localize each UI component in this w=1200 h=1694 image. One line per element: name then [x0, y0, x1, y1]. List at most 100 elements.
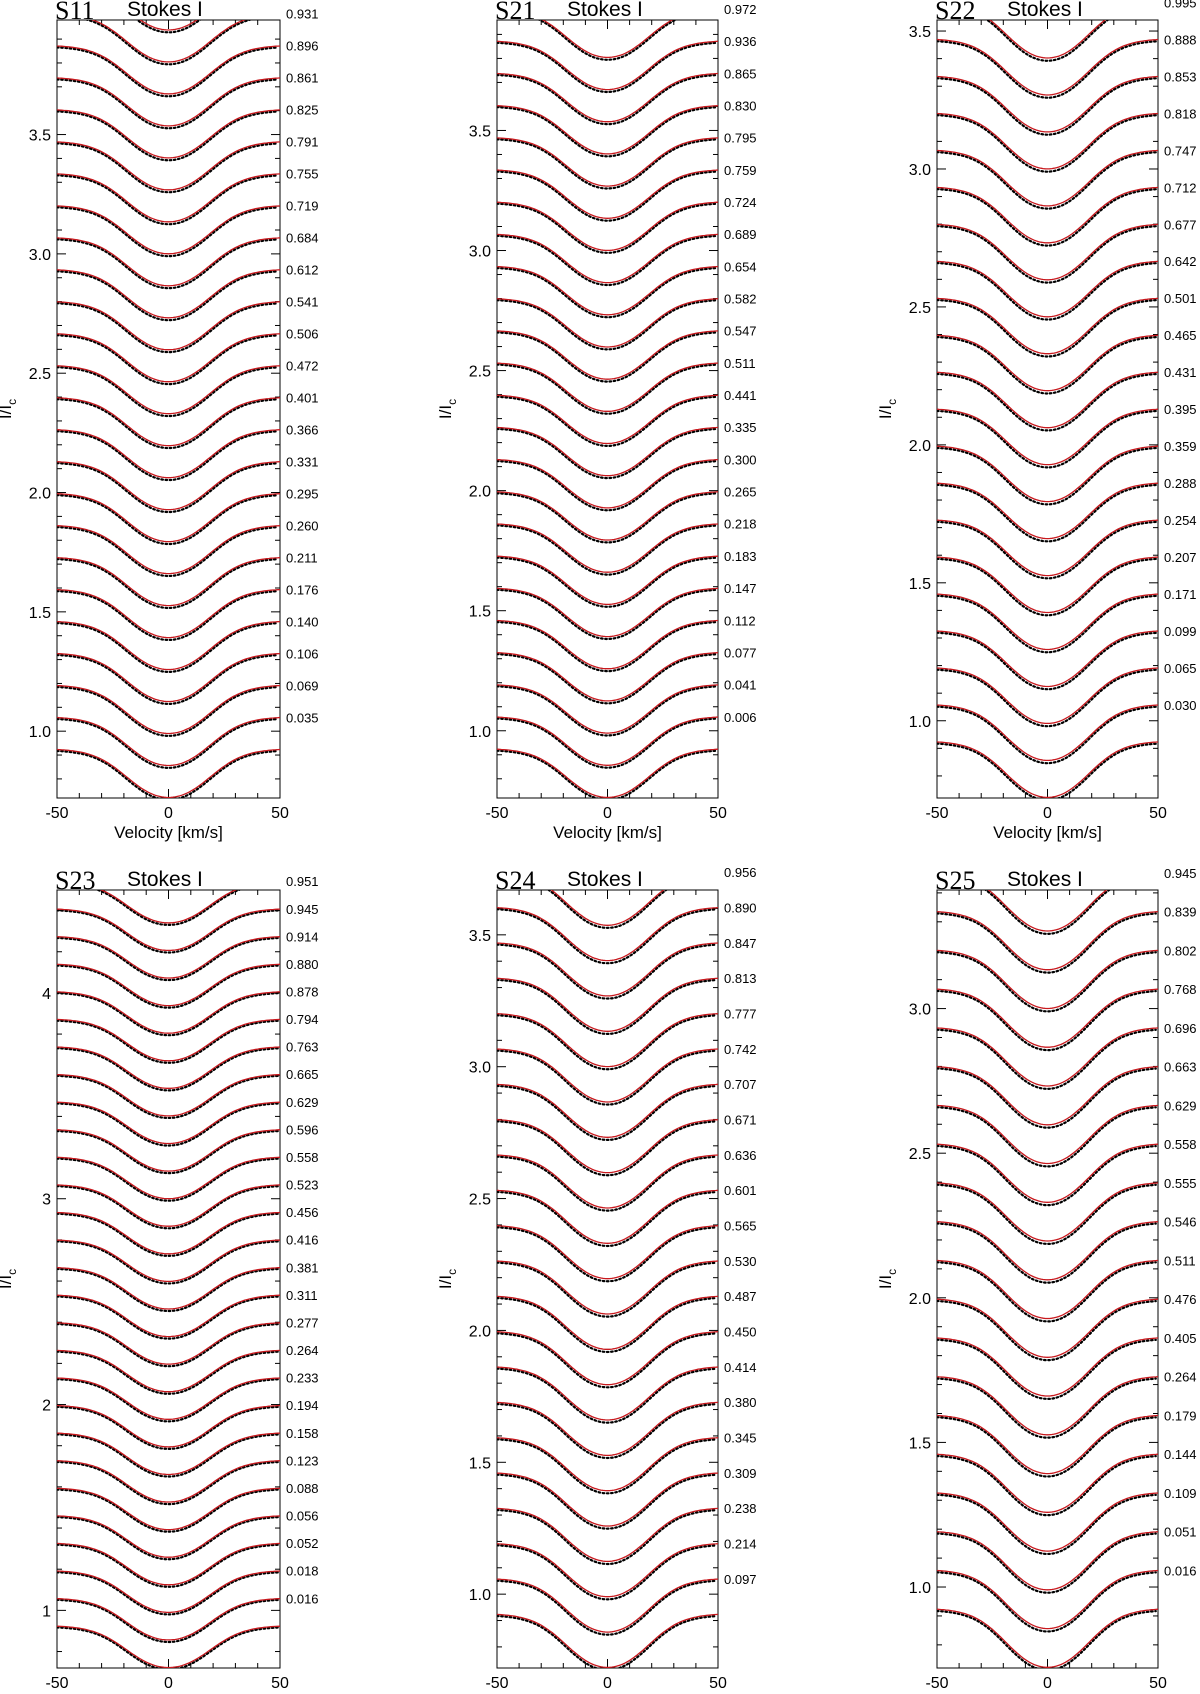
model-profile: [497, 201, 718, 252]
observed-profile: [497, 1544, 717, 1601]
observed-profile: [57, 366, 279, 418]
observed-profile: [497, 395, 717, 447]
observed-profile: [937, 1144, 1157, 1207]
model-profile: [937, 38, 1158, 96]
observed-profile: [937, 188, 1157, 247]
phase-label: 0.018: [286, 1564, 319, 1579]
model-profile: [497, 652, 718, 702]
phase-label: 0.176: [286, 582, 319, 597]
observed-profile: [57, 749, 279, 798]
observed-profile: [497, 908, 717, 965]
phase-label: 0.558: [1164, 1137, 1197, 1152]
model-profile: [497, 555, 718, 606]
observed-profile: [937, 298, 1157, 358]
y-tick-label: 3.0: [909, 162, 931, 179]
profile-group: [937, 20, 1158, 798]
observed-profile: [984, 890, 1112, 936]
model-profile: [937, 112, 1158, 170]
model-profile: [57, 237, 280, 287]
model-profile: [57, 1625, 280, 1668]
observed-profile: [497, 717, 717, 769]
observed-profile: [57, 1433, 279, 1478]
phase-label: 0.450: [724, 1325, 757, 1340]
phase-label: 0.295: [286, 486, 319, 501]
phase-label: 0.183: [724, 549, 757, 564]
phase-label: 0.335: [724, 420, 757, 435]
model-profile: [937, 593, 1158, 651]
model-profile: [57, 461, 280, 511]
model-profile: [57, 269, 280, 319]
phase-label: 0.896: [286, 39, 319, 54]
observed-profile: [497, 556, 717, 608]
phase-label: 0.277: [286, 1315, 319, 1330]
phase-label: 0.506: [286, 327, 319, 342]
y-tick-label: 2.5: [469, 1192, 491, 1209]
phase-label: 0.878: [286, 984, 319, 999]
observed-profile: [937, 594, 1157, 654]
model-profile: [937, 334, 1158, 392]
model-profile: [57, 1432, 280, 1476]
model-profile: [497, 137, 718, 187]
phase-label: 0.487: [724, 1289, 757, 1304]
phase-label: 0.511: [1164, 1253, 1196, 1268]
model-profile: [937, 1414, 1158, 1475]
phase-label: 0.951: [286, 874, 319, 889]
observed-profile: [937, 557, 1157, 617]
model-profile: [497, 40, 718, 91]
model-profile: [497, 716, 718, 766]
phase-label: 0.069: [286, 678, 319, 693]
phase-label: 0.077: [724, 645, 757, 660]
y-axis-label-subscript: c: [445, 1269, 459, 1275]
y-tick-label: 2.5: [909, 1146, 931, 1163]
observed-profile: [937, 1299, 1157, 1362]
model-profile: [57, 1101, 280, 1145]
phase-label: 0.945: [286, 902, 319, 917]
model-profile: [497, 1083, 718, 1138]
observed-profile: [497, 460, 717, 512]
phase-label: 0.088: [286, 1481, 319, 1496]
observed-profile: [497, 1084, 717, 1141]
phase-label: 0.051: [1164, 1525, 1197, 1540]
observed-profile: [497, 170, 717, 222]
y-tick-label: 1.0: [469, 1587, 491, 1604]
phase-label: 0.777: [724, 1006, 757, 1021]
y-axis-label-main: I/I: [436, 1275, 455, 1289]
plot-frame: [936, 19, 1159, 799]
observed-profile: [937, 912, 1157, 974]
y-tick-label: 1.0: [909, 714, 931, 731]
phase-label: 0.712: [1164, 180, 1197, 195]
phase-label: 0.233: [286, 1371, 319, 1386]
observed-profile: [497, 1508, 717, 1566]
model-profile: [937, 630, 1158, 688]
model-profile: [497, 1437, 718, 1492]
observed-profile: [937, 335, 1157, 395]
y-axis-label: I/Ic: [436, 399, 459, 419]
model-profile: [57, 141, 280, 191]
x-tick-label: 0: [603, 805, 612, 822]
phase-label: 0.802: [1164, 943, 1197, 958]
plot-frame: [496, 19, 719, 799]
observed-profile: [497, 685, 717, 737]
observed-profile: [937, 1028, 1157, 1091]
phase-label: 0.041: [724, 678, 757, 693]
x-axis-label: Velocity [km/s]: [114, 823, 223, 842]
plot-title: S11: [55, 0, 95, 25]
profile-group: [937, 890, 1158, 1668]
observed-profile: [497, 73, 717, 126]
x-tick-label: 50: [1149, 805, 1167, 822]
phase-label: 0.945: [1164, 866, 1197, 881]
observed-profile: [497, 1614, 717, 1668]
phase-label: 0.888: [1164, 32, 1197, 47]
observed-profile: [57, 1129, 279, 1175]
phase-label: 0.813: [724, 971, 757, 986]
plot-title: S25: [935, 866, 975, 895]
y-tick-label: 3.5: [29, 128, 51, 145]
phase-label: 0.211: [286, 550, 318, 565]
observed-profile: [497, 41, 717, 94]
phase-label: 0.707: [724, 1077, 757, 1092]
observed-profile: [57, 334, 279, 386]
y-tick-label: 2.5: [469, 364, 491, 381]
model-profile: [100, 890, 237, 924]
observed-profile: [497, 138, 717, 190]
phase-label: 0.158: [286, 1426, 319, 1441]
